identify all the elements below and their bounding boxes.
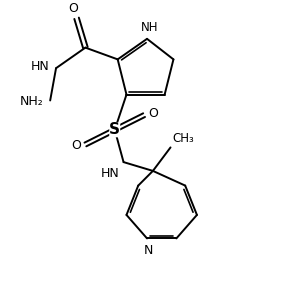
Text: NH₂: NH₂	[20, 95, 44, 108]
Text: O: O	[69, 2, 79, 15]
Text: HN: HN	[100, 167, 119, 180]
Text: CH₃: CH₃	[173, 132, 195, 145]
Text: O: O	[71, 140, 81, 153]
Text: S: S	[109, 122, 120, 137]
Text: HN: HN	[31, 60, 50, 73]
Text: N: N	[144, 244, 153, 257]
Text: NH: NH	[141, 21, 158, 34]
Text: O: O	[148, 107, 158, 120]
